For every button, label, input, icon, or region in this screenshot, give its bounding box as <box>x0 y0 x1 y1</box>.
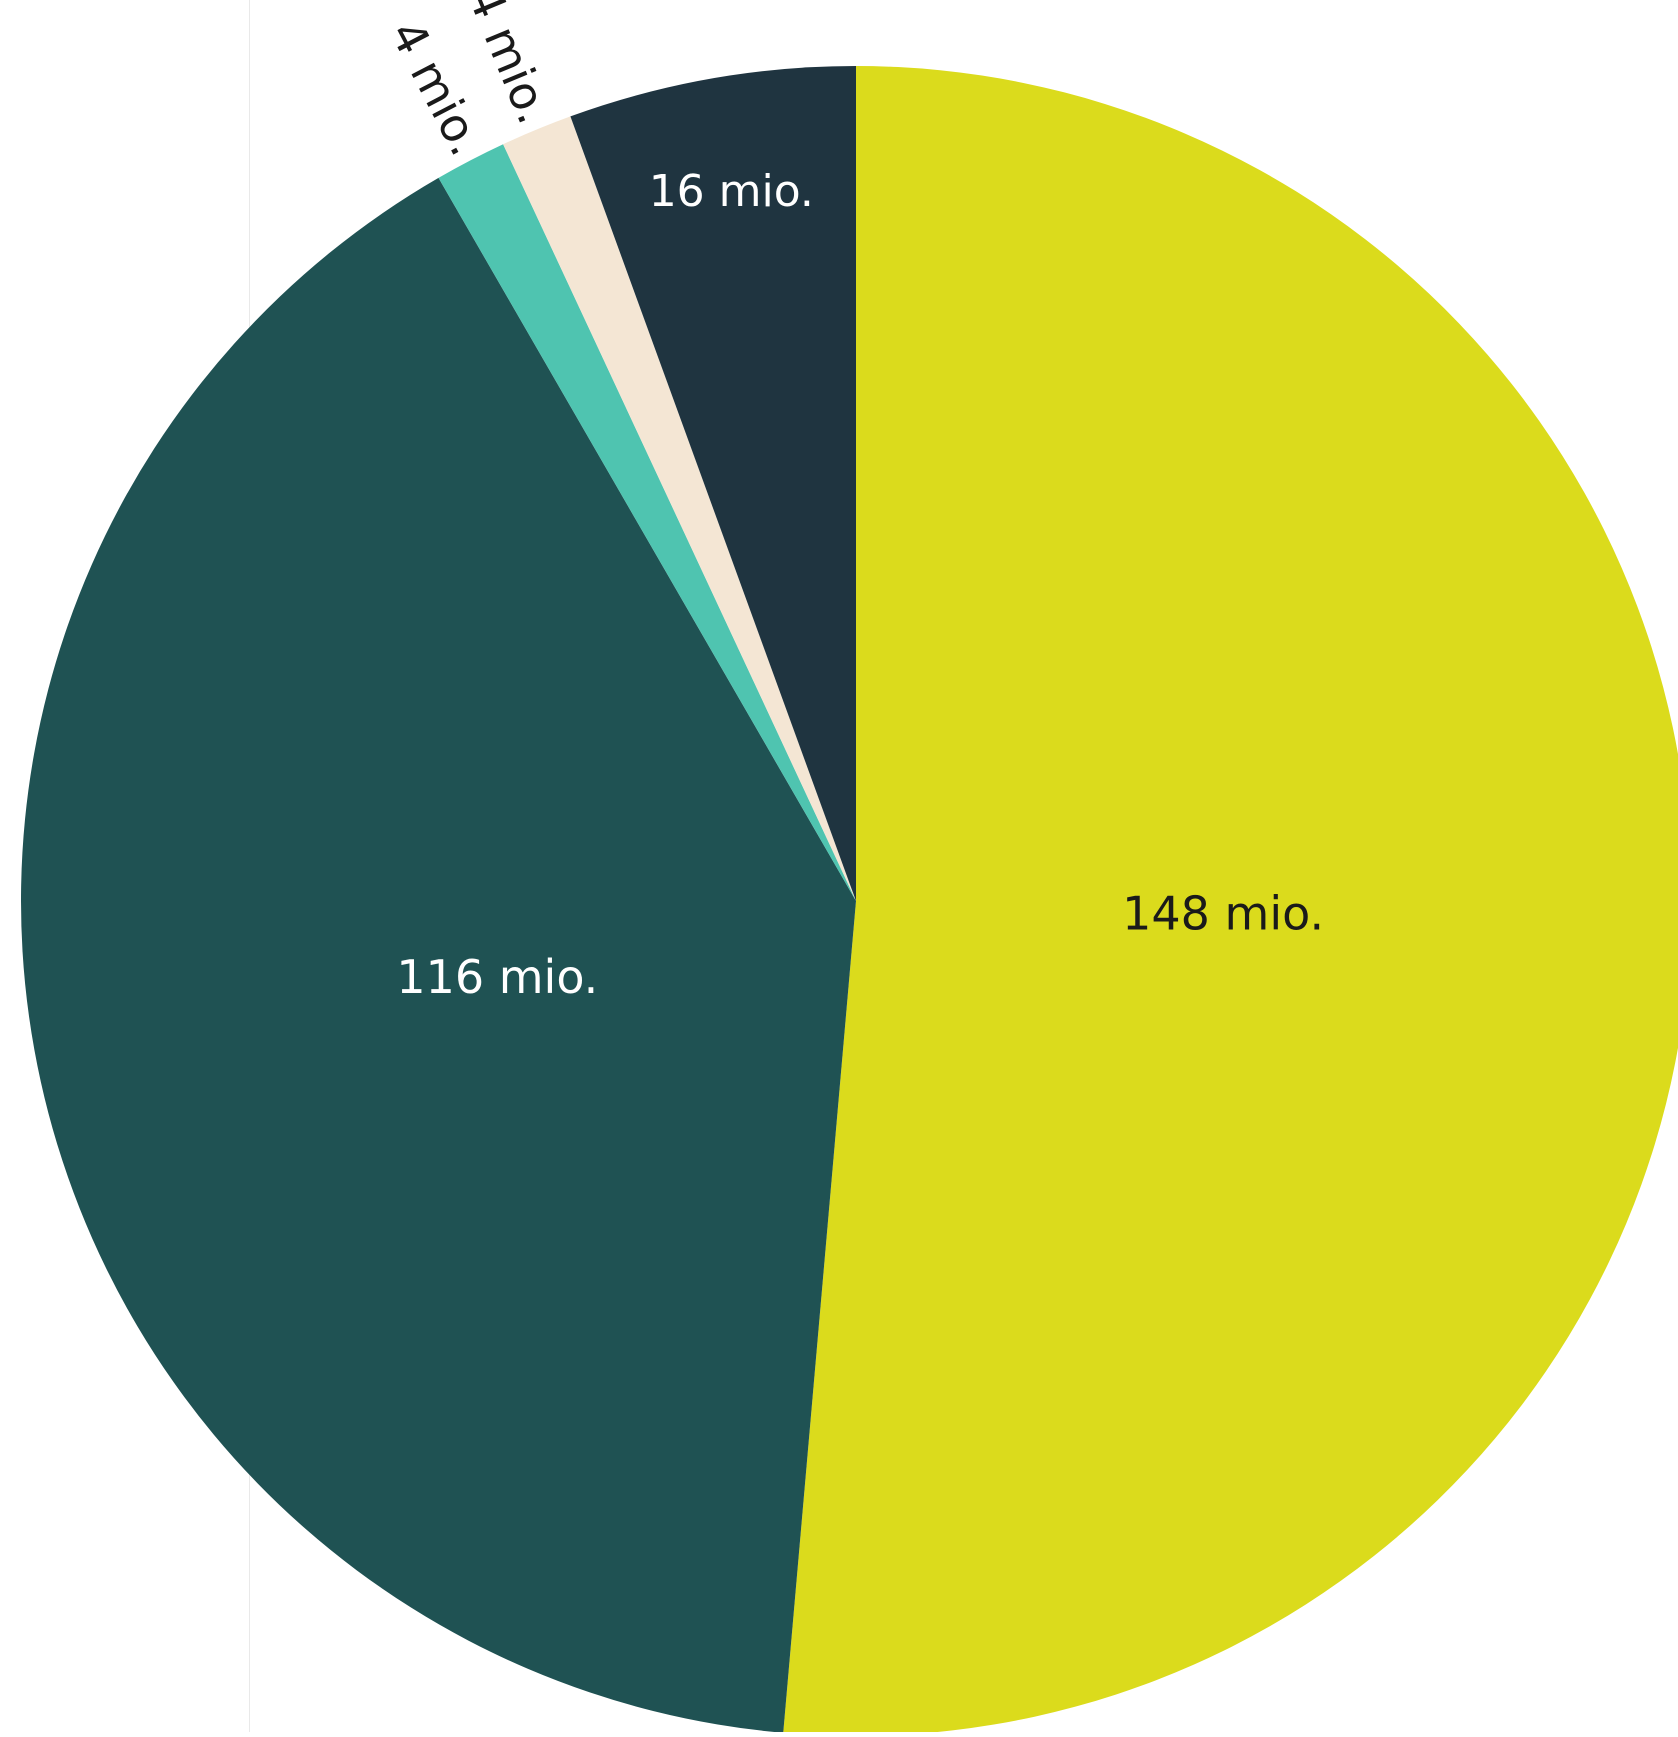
slice-label-0: 148 mio. <box>1122 887 1324 941</box>
pie-slice-3 <box>503 116 856 902</box>
pie-slice-0 <box>783 66 1678 1736</box>
pie-slice-4 <box>570 66 856 901</box>
pie-slice-1 <box>21 177 857 1733</box>
pie-slice-2 <box>438 144 856 902</box>
slice-label-4: 16 mio. <box>649 166 814 217</box>
slice-label-1: 116 mio. <box>396 950 598 1004</box>
slices-layer <box>21 66 1678 1736</box>
